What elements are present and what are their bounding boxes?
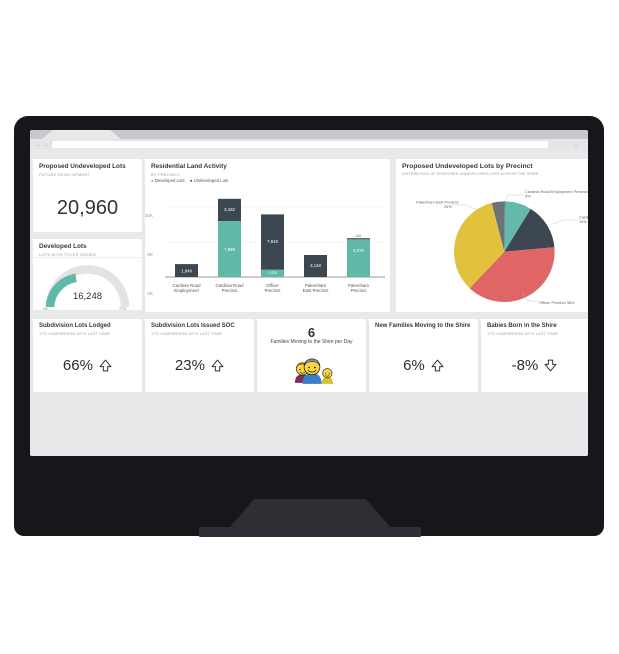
svg-text:9%: 9% [525,193,531,198]
svg-text:7,919: 7,919 [267,239,278,244]
svg-text:Precinct: Precinct [222,288,239,293]
svg-text:East Precinct: East Precinct [303,288,330,293]
svg-text:5,376: 5,376 [353,248,364,253]
svg-text:3,148: 3,148 [310,263,321,268]
svg-text:3,182: 3,182 [224,207,235,212]
svg-text:1,020: 1,020 [268,271,277,275]
svg-text:Precinct: Precinct [265,288,282,293]
svg-text:0K: 0K [147,291,154,296]
svg-text:26%: 26% [444,204,452,209]
svg-text:1,849: 1,849 [181,268,192,273]
svg-text:Precinct: Precinct [351,288,368,293]
svg-text:Officer Precinct 36%: Officer Precinct 36% [539,300,575,305]
svg-text:5K: 5K [147,252,154,257]
svg-text:10K: 10K [145,213,154,218]
svg-text:7,989: 7,989 [224,247,235,252]
svg-text:Cardinia Road Employment Preci: Cardinia Road Employment Precinct [525,189,588,194]
svg-text:27K: 27K [119,306,127,310]
svg-text:162: 162 [356,234,362,238]
svg-text:Pakenham East Precinct: Pakenham East Precinct [416,199,460,204]
svg-text:Employment: Employment [174,288,199,293]
svg-text:0K: 0K [43,306,48,310]
svg-text:16,248: 16,248 [73,291,102,302]
svg-text:15%: 15% [579,219,587,224]
